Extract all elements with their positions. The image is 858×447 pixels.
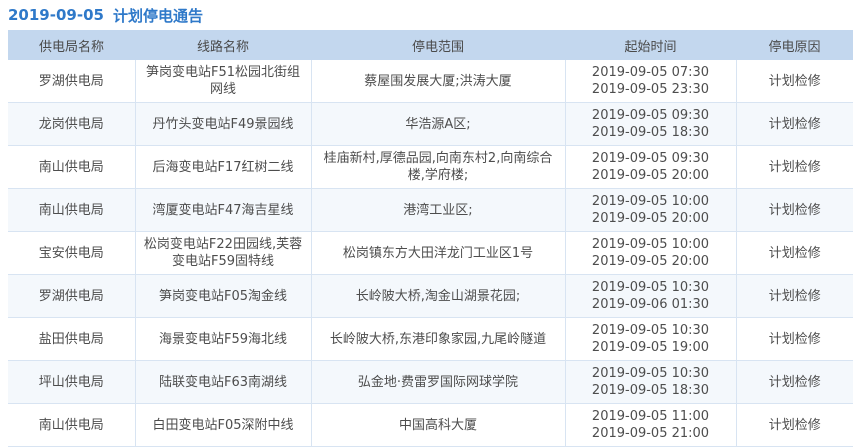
- table-row: 南山供电局 湾厦变电站F47海吉星线 港湾工业区; 2019-09-05 10:00 2…: [8, 188, 853, 232]
- cell-scope: 桂庙新村,厚德品园,向南东村2,向南综合楼,学府楼;: [310, 145, 566, 189]
- cell-bureau: 宝安供电局: [8, 231, 136, 275]
- end-time: 2019-09-05 20:00: [591, 254, 710, 269]
- table-row: 坪山供电局 陆联变电站F63南湖线 弘金地·费雷罗国际网球学院 2019-09-05 …: [8, 360, 853, 404]
- cell-reason: 计划检修: [735, 231, 853, 275]
- cell-reason: 计划检修: [735, 145, 853, 189]
- cell-reason: 计划检修: [735, 188, 853, 232]
- cell-time-range: 2019-09-05 09:30 2019-09-05 18:30: [564, 102, 737, 146]
- page-title: 2019-09-05 计划停电通告: [0, 0, 858, 30]
- start-time: 2019-09-05 09:30: [591, 151, 710, 166]
- table-row: 龙岗供电局 丹竹头变电站F49景园线 华浩源A区; 2019-09-05 09:30 2…: [8, 102, 853, 146]
- cell-reason: 计划检修: [735, 274, 853, 318]
- cell-bureau: 罗湖供电局: [8, 60, 136, 103]
- table-row: 罗湖供电局 笋岗变电站F05淘金线 长岭陂大桥,淘金山湖景花园; 2019-09-05…: [8, 274, 853, 318]
- cell-line: 松岗变电站F22田园线,芙蓉变电站F59固特线: [134, 231, 312, 275]
- cell-bureau: 南山供电局: [8, 145, 136, 189]
- end-time: 2019-09-06 01:30: [591, 297, 710, 312]
- end-time: 2019-09-05 18:30: [591, 125, 710, 140]
- outage-table: 供电局名称 线路名称 停电范围 起始时间 停电原因 罗湖供电局 笋岗变电站F51松…: [8, 30, 853, 447]
- cell-time-range: 2019-09-05 07:30 2019-09-05 23:30: [564, 60, 737, 103]
- cell-bureau: 坪山供电局: [8, 360, 136, 404]
- table-row: 盐田供电局 海景变电站F59海北线 长岭陂大桥,东港印象家园,九尾岭隧道 2019-0…: [8, 317, 853, 361]
- cell-time-range: 2019-09-05 10:00 2019-09-05 20:00: [564, 231, 737, 275]
- start-time: 2019-09-05 10:30: [591, 323, 710, 338]
- cell-scope: 华浩源A区;: [310, 102, 566, 146]
- cell-scope: 弘金地·费雷罗国际网球学院: [310, 360, 566, 404]
- cell-line: 海景变电站F59海北线: [134, 317, 312, 361]
- end-time: 2019-09-05 21:00: [591, 426, 710, 441]
- end-time: 2019-09-05 23:30: [591, 82, 710, 97]
- cell-line: 后海变电站F17红树二线: [134, 145, 312, 189]
- table-header-row: 供电局名称 线路名称 停电范围 起始时间 停电原因: [8, 30, 853, 60]
- notice-title-text: 计划停电通告: [112, 6, 203, 25]
- start-time: 2019-09-05 07:30: [591, 65, 710, 80]
- cell-bureau: 罗湖供电局: [8, 274, 136, 318]
- start-time: 2019-09-05 11:00: [591, 409, 710, 424]
- cell-time-range: 2019-09-05 10:30 2019-09-05 18:30: [564, 360, 737, 404]
- column-header-start-time: 起始时间: [565, 30, 736, 60]
- table-body: 罗湖供电局 笋岗变电站F51松园北街组网线 蔡屋围发展大厦;洪涛大厦 2019-09-…: [8, 60, 853, 447]
- cell-line: 湾厦变电站F47海吉星线: [134, 188, 312, 232]
- cell-bureau: 盐田供电局: [8, 317, 136, 361]
- cell-reason: 计划检修: [735, 317, 853, 361]
- cell-scope: 长岭陂大桥,淘金山湖景花园;: [310, 274, 566, 318]
- cell-bureau: 南山供电局: [8, 188, 136, 232]
- table-header: 供电局名称 线路名称 停电范围 起始时间 停电原因: [8, 30, 853, 60]
- start-time: 2019-09-05 10:30: [591, 366, 710, 381]
- end-time: 2019-09-05 19:00: [591, 340, 710, 355]
- cell-scope: 港湾工业区;: [310, 188, 566, 232]
- start-time: 2019-09-05 10:00: [591, 237, 710, 252]
- start-time: 2019-09-05 10:00: [591, 194, 710, 209]
- table-row: 南山供电局 后海变电站F17红树二线 桂庙新村,厚德品园,向南东村2,向南综合楼,学…: [8, 145, 853, 189]
- column-header-scope: 停电范围: [311, 30, 565, 60]
- cell-reason: 计划检修: [735, 60, 853, 103]
- cell-time-range: 2019-09-05 10:00 2019-09-05 20:00: [564, 188, 737, 232]
- cell-reason: 计划检修: [735, 102, 853, 146]
- table-row: 宝安供电局 松岗变电站F22田园线,芙蓉变电站F59固特线 松岗镇东方大田洋龙门工业…: [8, 231, 853, 275]
- start-time: 2019-09-05 10:30: [591, 280, 710, 295]
- cell-line: 丹竹头变电站F49景园线: [134, 102, 312, 146]
- cell-line: 笋岗变电站F51松园北街组网线: [134, 60, 312, 103]
- column-header-line: 线路名称: [135, 30, 311, 60]
- column-header-reason: 停电原因: [736, 30, 853, 60]
- cell-bureau: 南山供电局: [8, 403, 136, 447]
- start-time: 2019-09-05 09:30: [591, 108, 710, 123]
- cell-time-range: 2019-09-05 09:30 2019-09-05 20:00: [564, 145, 737, 189]
- column-header-bureau: 供电局名称: [8, 30, 135, 60]
- cell-time-range: 2019-09-05 11:00 2019-09-05 21:00: [564, 403, 737, 447]
- table-row: 南山供电局 白田变电站F05深附中线 中国高科大厦 2019-09-05 11:00 2…: [8, 403, 853, 447]
- table-row: 罗湖供电局 笋岗变电站F51松园北街组网线 蔡屋围发展大厦;洪涛大厦 2019-09-…: [8, 60, 853, 103]
- end-time: 2019-09-05 20:00: [591, 211, 710, 226]
- cell-scope: 长岭陂大桥,东港印象家园,九尾岭隧道: [310, 317, 566, 361]
- cell-line: 白田变电站F05深附中线: [134, 403, 312, 447]
- notice-date: 2019-09-05: [8, 6, 104, 24]
- cell-line: 陆联变电站F63南湖线: [134, 360, 312, 404]
- end-time: 2019-09-05 18:30: [591, 383, 710, 398]
- cell-scope: 松岗镇东方大田洋龙门工业区1号: [310, 231, 566, 275]
- cell-scope: 蔡屋围发展大厦;洪涛大厦: [310, 60, 566, 103]
- cell-time-range: 2019-09-05 10:30 2019-09-05 19:00: [564, 317, 737, 361]
- cell-reason: 计划检修: [735, 360, 853, 404]
- cell-reason: 计划检修: [735, 403, 853, 447]
- cell-scope: 中国高科大厦: [310, 403, 566, 447]
- cell-bureau: 龙岗供电局: [8, 102, 136, 146]
- cell-line: 笋岗变电站F05淘金线: [134, 274, 312, 318]
- cell-time-range: 2019-09-05 10:30 2019-09-06 01:30: [564, 274, 737, 318]
- end-time: 2019-09-05 20:00: [591, 168, 710, 183]
